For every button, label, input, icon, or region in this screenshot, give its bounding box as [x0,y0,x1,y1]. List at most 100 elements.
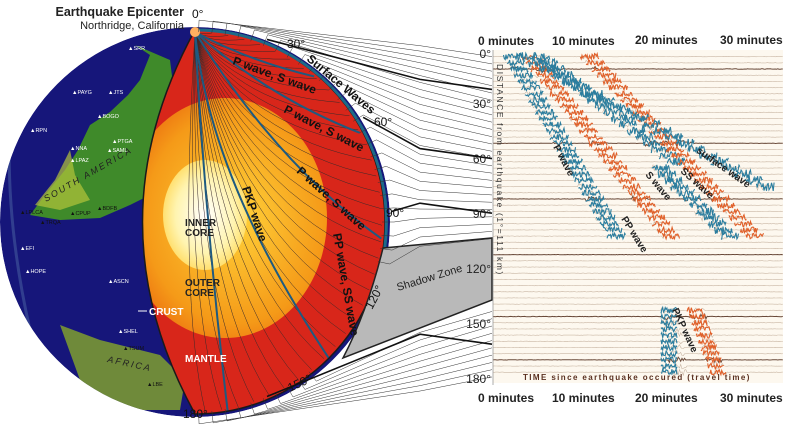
wave-arrival-burst [698,151,718,162]
wave-arrival-burst [535,108,555,117]
wave-arrival-burst [588,139,608,148]
main-ray [194,31,382,240]
wave-arrival-burst [593,145,613,154]
wave-arrival-burst [592,207,612,216]
connector-line [298,54,493,116]
wave-arrival-burst [506,58,526,68]
wave-arrival-burst [670,182,689,192]
wave-arrival-burst [584,89,605,100]
wave-arrival-burst [626,126,646,136]
pkp-arrival-burst [695,330,713,340]
wave-arrival-burst [520,82,541,92]
ray-path [194,31,312,370]
ray-paths [188,31,383,414]
wave-arrival-burst [542,120,562,130]
station-label: ▲SAML [107,148,127,154]
time-tick: 0 minutes [478,34,534,48]
ray-path [194,31,372,161]
station-label: ▲ASCN [108,279,129,285]
wave-arrival-burst [553,139,573,148]
wave-arrival-burst [618,118,637,129]
wave-arrival-burst [653,126,672,136]
wave-arrival-burst [599,219,619,229]
wave-arrival-burst [733,168,752,180]
wave-arrival-burst [579,51,600,61]
bracket-line [266,38,493,91]
seismogram-trace [492,350,783,358]
seismogram-trace [493,70,783,79]
connector-line [380,231,493,251]
wave-arrival-burst [632,195,651,204]
station-label: ▲LPAZ [70,158,89,164]
wave-arrival-burst [728,213,747,222]
wave-arrival-burst [585,194,605,204]
inner-core-label: INNER [185,218,217,229]
connector-line [298,318,493,390]
wave-arrival-burst [595,212,616,223]
station-label: ▲NNA [70,146,87,152]
wave-arrival-burst [602,107,623,117]
wave-arrival-burst [739,226,759,235]
station-label: ▲EFI [20,246,34,252]
wave-arrival-burst [567,162,587,173]
seismogram-trace [492,163,783,172]
seismogram-trace [492,362,783,370]
wave-arrival-burst [745,232,765,240]
pkp-arrival-burst [660,343,678,353]
wave-arrival-burst [618,107,637,118]
ray-path [188,31,206,412]
pkp-arrival-burst [691,318,708,327]
pkp-ray [194,31,229,414]
wave-arrival-burst [651,164,670,173]
seismogram-trace [493,146,783,153]
wave-arrival-burst [603,225,623,233]
wave-arrival-burst [528,95,548,105]
ray-path [194,31,379,259]
pkp-arrival-burst [660,367,678,376]
seismogram-trace [493,319,783,326]
wave-arrival-burst [682,164,702,173]
station-label: ▲BDFB [97,206,117,212]
wave-arrival-burst [642,138,662,148]
pkp-arrival-burst [660,312,678,321]
wave-arrival-burst [549,133,569,141]
pkp-arrival-burst [660,324,678,333]
seismogram-trace [493,182,783,192]
wave-arrival-burst [651,219,671,229]
seismogram-trace [492,176,783,184]
seismogram-trace [492,82,783,92]
wave-arrival-burst [734,219,753,228]
connector-line [198,376,493,424]
ray-path [194,31,340,103]
seismogram-trace [492,139,783,150]
wave-arrival-burst [722,163,741,172]
station-label: ▲HOPE [25,269,46,275]
wave-arrival-burst [625,102,645,111]
wave-arrival-burst [710,156,729,167]
seismogram-trace [492,368,783,377]
station-label: ▲RPN [30,128,47,134]
wave-arrival-burst [603,158,623,166]
connector-line [374,166,493,188]
wave-arrival-burst [677,157,696,166]
ray-path [194,31,325,359]
seismogram-trace [493,131,783,142]
wave-arrival-burst [569,115,589,123]
seismogram-trace [493,213,783,222]
wave-arrival-burst [627,189,646,198]
seismogram-trace [493,343,783,351]
wave-arrival-burst [554,71,575,79]
pkp-arrival-burst [686,306,704,315]
wave-arrival-burst [538,63,559,74]
pkp-arrival-burst [707,361,724,371]
wave-arrival-burst [560,152,580,160]
wave-arrival-burst [554,96,575,105]
wave-arrival-burst [744,175,763,186]
wave-arrival-burst [659,139,679,149]
mantle-label: MANTLE [185,354,227,365]
station-label: ▲SHEL [118,329,138,335]
ray-path [194,31,377,177]
outer-core-label: OUTER [185,278,221,289]
pkp-arrival-burst [660,355,678,364]
time-tick: 30 minutes [720,391,783,405]
